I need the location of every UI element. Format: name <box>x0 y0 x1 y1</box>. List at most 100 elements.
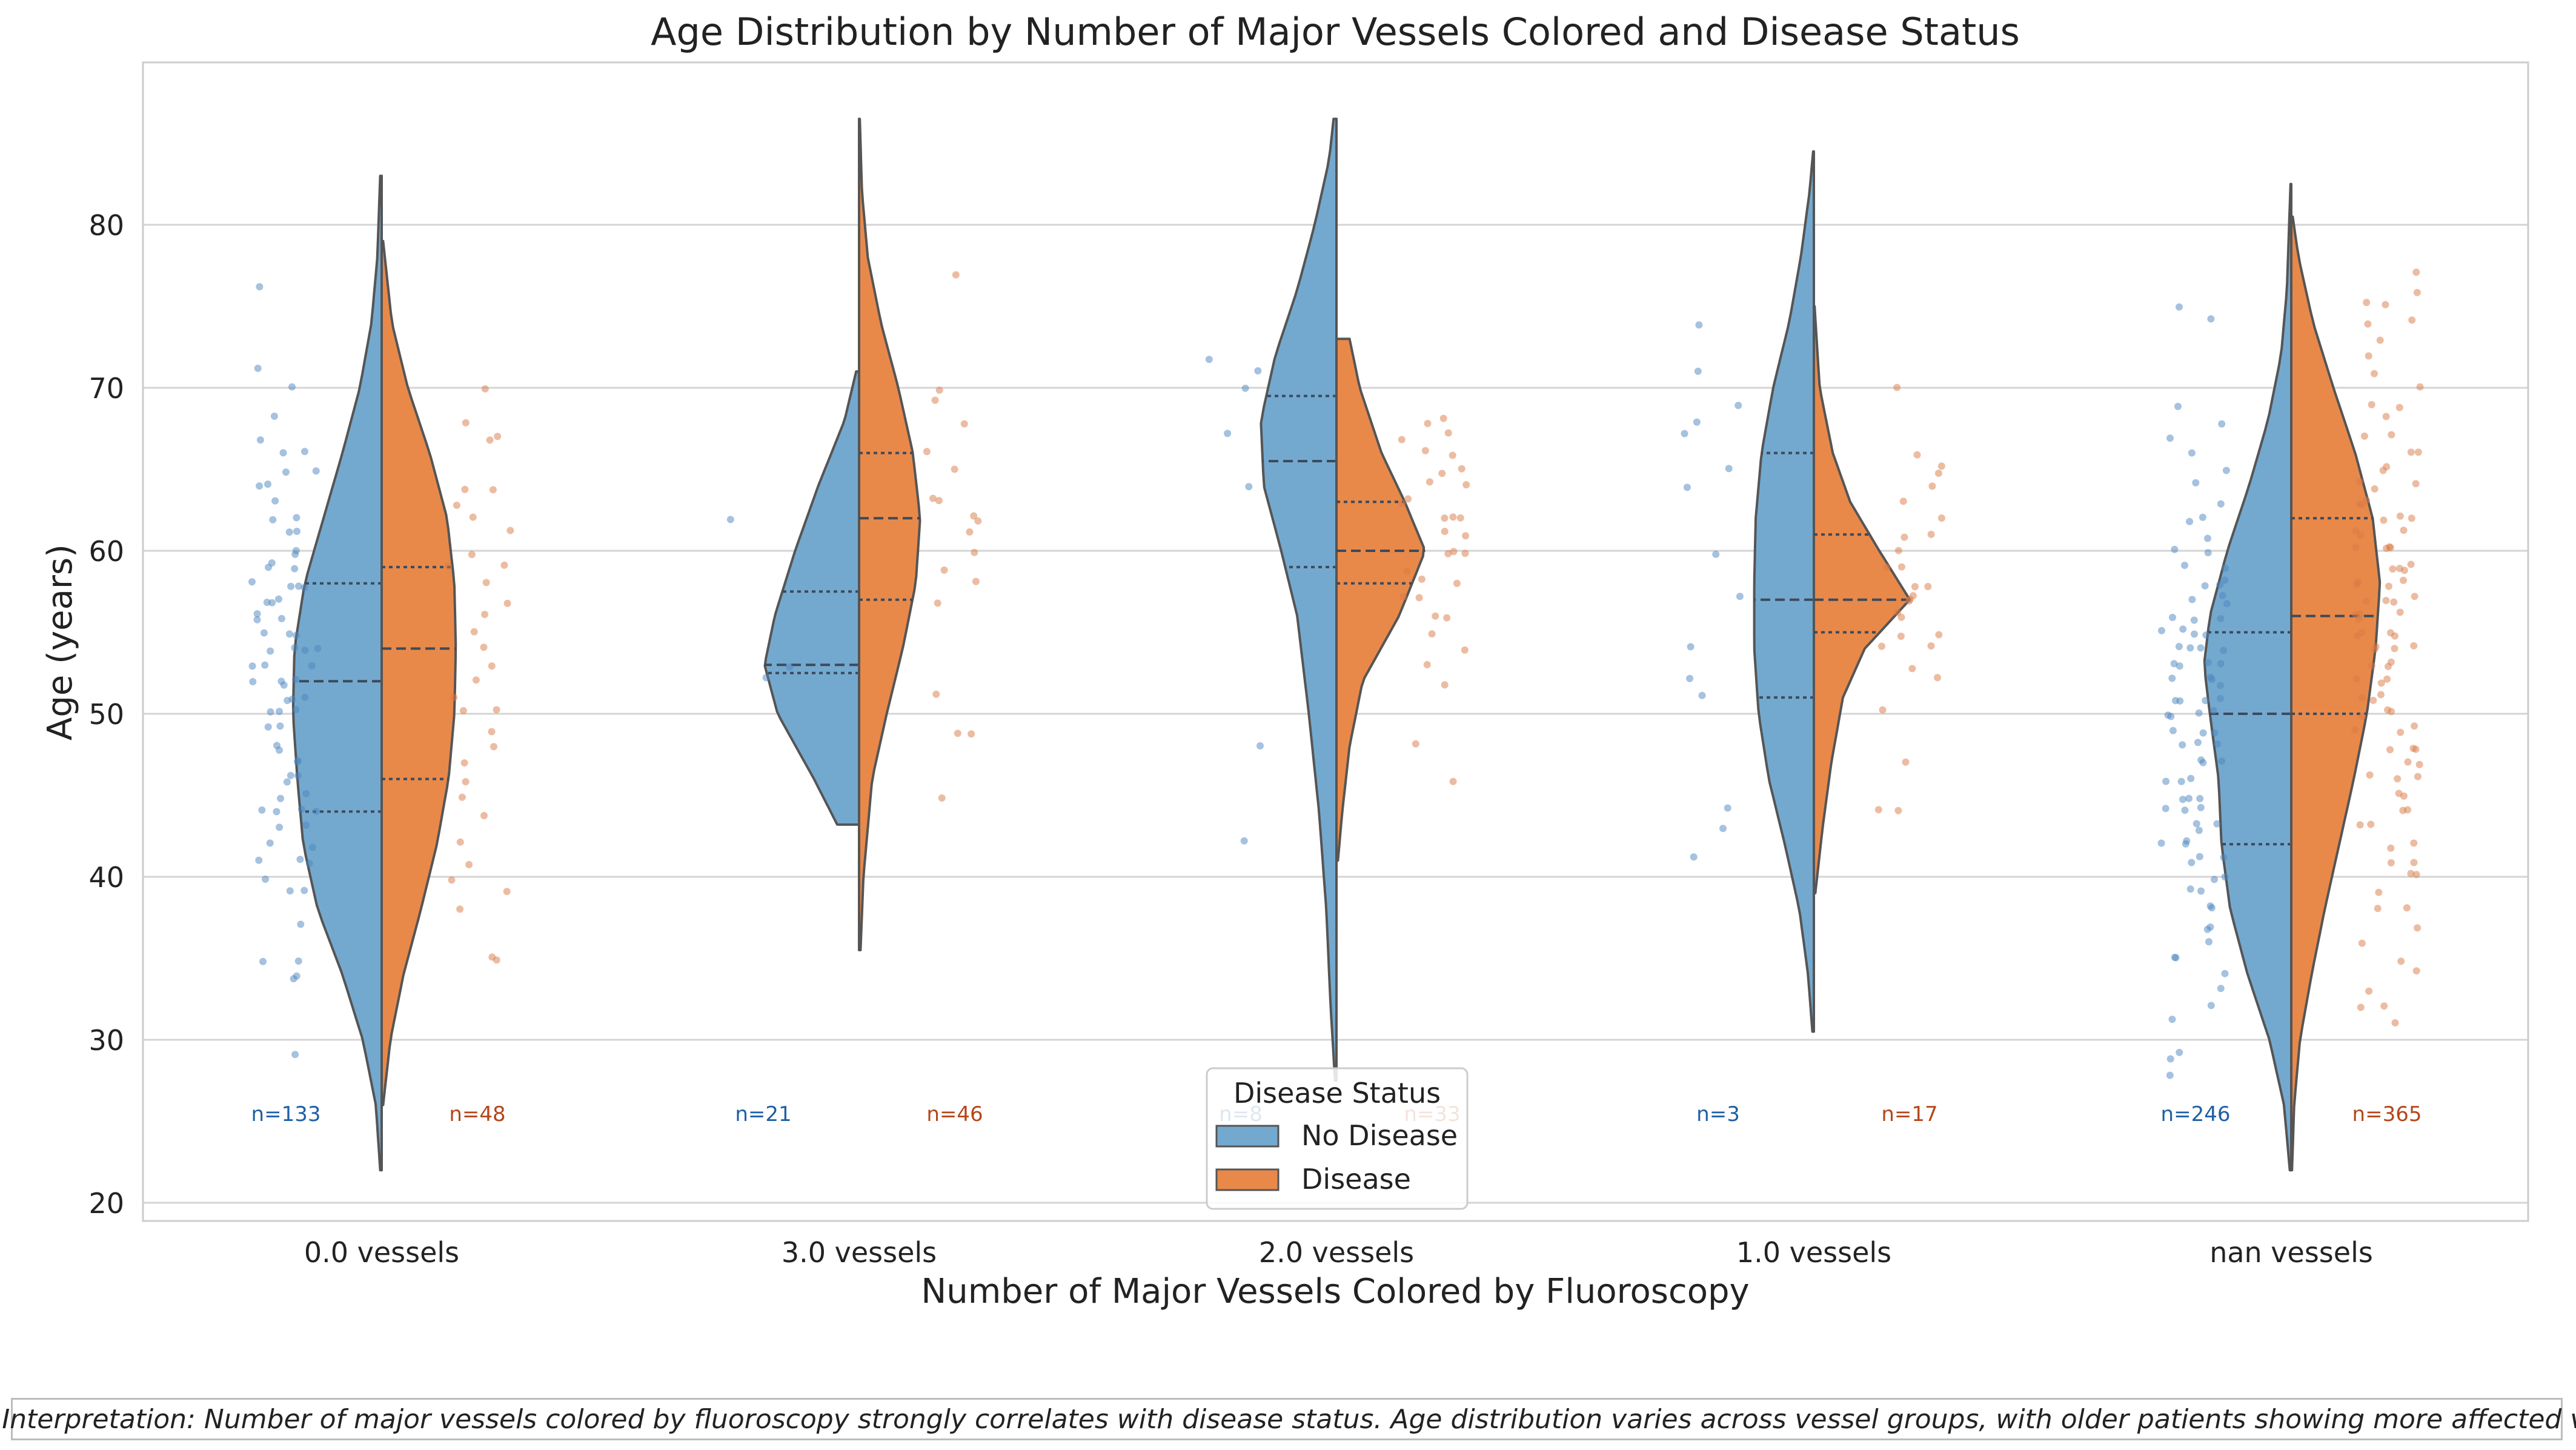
y-tick-label: 60 <box>88 535 124 568</box>
strip-point <box>314 645 322 653</box>
strip-point <box>951 465 958 473</box>
strip-point <box>2412 967 2420 975</box>
strip-point <box>248 578 256 586</box>
strip-point <box>2394 775 2402 783</box>
strip-point <box>2211 876 2218 883</box>
strip-point <box>1458 465 1466 473</box>
strip-point <box>2171 954 2179 961</box>
strip-point <box>940 566 948 574</box>
strip-point <box>465 860 473 868</box>
strip-point <box>293 631 300 639</box>
strip-point <box>263 599 271 606</box>
strip-point <box>1241 384 1249 392</box>
strip-point <box>500 561 508 569</box>
strip-point <box>1909 592 1917 600</box>
strip-point <box>254 364 262 372</box>
y-tick-label: 50 <box>88 698 124 731</box>
strip-point <box>302 790 310 797</box>
strip-point <box>932 690 940 698</box>
strip-point <box>2410 642 2418 650</box>
strip-point <box>1908 665 1916 673</box>
strip-point <box>2382 301 2389 308</box>
strip-point <box>1439 414 1447 422</box>
strip-point <box>2397 728 2405 736</box>
strip-point <box>1934 674 1941 682</box>
strip-point <box>1205 356 1213 364</box>
strip-point <box>459 707 467 714</box>
strip-point <box>2371 485 2378 493</box>
strip-point <box>2383 544 2390 552</box>
strip-point <box>1877 642 1885 650</box>
strip-point <box>313 807 320 815</box>
strip-point <box>2357 531 2365 539</box>
x-axis-label: Number of Major Vessels Colored by Fluor… <box>921 1272 1749 1311</box>
strip-point <box>1725 465 1733 473</box>
strip-point <box>2371 370 2378 377</box>
strip-point <box>2396 512 2404 520</box>
violin-disease <box>2290 215 2382 1172</box>
strip-point <box>1874 806 1882 814</box>
strip-point <box>2170 660 2178 668</box>
strip-point <box>276 708 283 716</box>
strip-point <box>2188 449 2196 457</box>
strip-point <box>2352 611 2360 619</box>
strip-point <box>2389 565 2397 573</box>
strip-point <box>2204 534 2211 542</box>
strip-point <box>249 678 257 685</box>
strip-point <box>1245 483 1253 491</box>
violin-no-disease <box>291 175 383 1172</box>
strip-point <box>1421 447 1429 454</box>
strip-point <box>283 778 291 786</box>
clinical-interpretation-caption: Clinical Interpretation: Number of major… <box>0 1398 2576 1440</box>
strip-point <box>2352 544 2360 551</box>
strip-point <box>2174 402 2182 410</box>
strip-point <box>2369 696 2377 704</box>
strip-point <box>1902 758 1910 766</box>
strip-point <box>2197 887 2205 895</box>
strip-point <box>286 887 294 895</box>
strip-point <box>2166 434 2174 442</box>
strip-point <box>2223 600 2231 608</box>
strip-point <box>1418 575 1426 583</box>
strip-point <box>288 695 296 703</box>
strip-point <box>469 513 477 521</box>
strip-point <box>1719 825 1727 833</box>
strip-point <box>494 433 502 441</box>
strip-point <box>1449 451 1456 459</box>
strip-point <box>2194 739 2202 747</box>
strip-point <box>2414 773 2422 780</box>
strip-point <box>482 579 490 587</box>
strip-point <box>296 856 304 863</box>
strip-point <box>1681 430 1688 437</box>
strip-point <box>1441 514 1449 522</box>
strip-point <box>2168 1016 2176 1023</box>
strip-point <box>1438 470 1446 477</box>
strip-point <box>259 957 267 965</box>
strip-point <box>935 386 943 394</box>
x-axis-ticks: 0.0 vessels 3.0 vessels 2.0 vessels 1.0 ves… <box>304 1236 2373 1269</box>
strip-point <box>2218 420 2226 428</box>
y-tick-label: 30 <box>88 1024 124 1057</box>
strip-point <box>2403 904 2411 912</box>
strip-point <box>2176 662 2183 670</box>
strip-point <box>2352 675 2360 683</box>
strip-point <box>2166 1071 2174 1079</box>
strip-point <box>293 514 300 522</box>
strip-point <box>2171 545 2179 553</box>
strip-point <box>2414 448 2422 456</box>
strip-point <box>2199 513 2206 521</box>
strip-point <box>2410 839 2418 847</box>
strip-point <box>2204 659 2212 667</box>
strip-point <box>1927 642 1935 650</box>
strip-point <box>2213 820 2221 828</box>
strip-point <box>456 905 464 913</box>
strip-point <box>2176 697 2184 705</box>
strip-point <box>954 730 961 737</box>
strip-points <box>248 268 2424 1079</box>
strip-point <box>2199 759 2207 767</box>
strip-point <box>2204 549 2212 557</box>
violin-disease <box>858 118 921 952</box>
strip-point <box>2185 794 2193 802</box>
strip-point <box>490 743 497 751</box>
strip-point <box>2400 567 2408 574</box>
